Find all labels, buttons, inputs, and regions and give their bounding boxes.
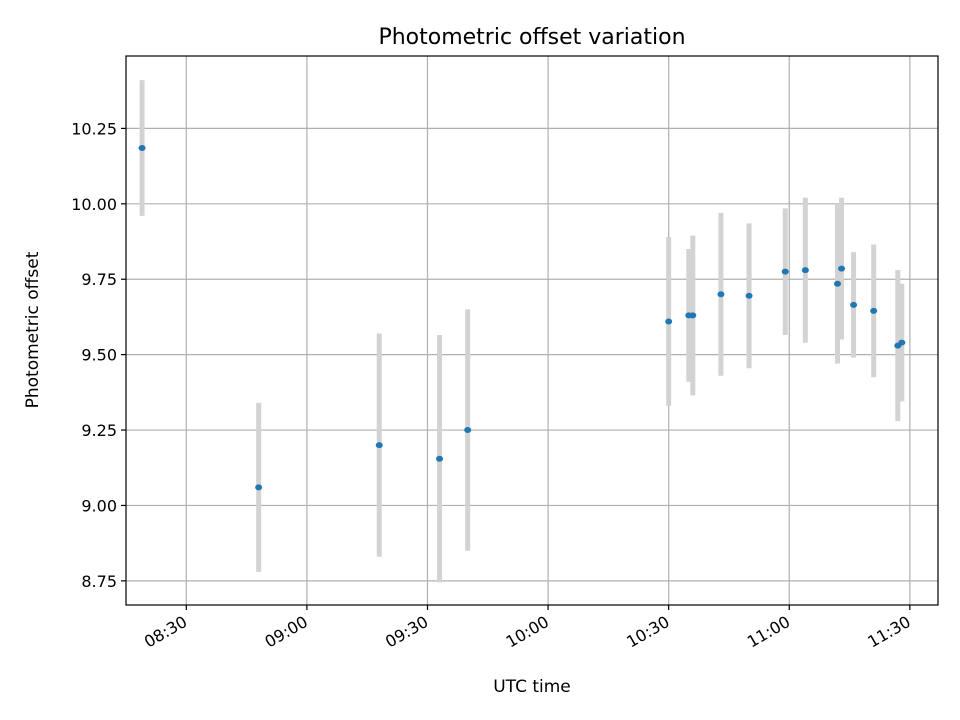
x-tick-label: 11:30 (864, 612, 913, 652)
data-point (801, 267, 809, 274)
y-tick-label: 10.00 (71, 195, 117, 214)
y-axis-label: Photometric offset (23, 251, 43, 408)
data-point (464, 427, 472, 434)
data-points (138, 145, 906, 491)
y-tick-label: 8.75 (81, 572, 117, 591)
data-point (781, 268, 789, 275)
x-tick-label: 10:00 (503, 612, 552, 652)
y-axis: 8.75 9.00 9.25 9.50 9.75 10.00 10.25 (71, 119, 126, 591)
x-tick-label: 09:00 (261, 612, 310, 652)
data-point (870, 307, 878, 314)
data-point (138, 145, 146, 152)
data-point (838, 265, 846, 272)
x-tick-label: 10:30 (623, 612, 672, 652)
data-point (717, 291, 725, 298)
data-point (689, 312, 697, 319)
y-tick-label: 9.00 (81, 496, 117, 515)
x-tick-label: 09:30 (382, 612, 431, 652)
data-point (898, 339, 906, 346)
x-axis: 08:30 09:00 09:30 10:00 10:30 11:00 11:30 (141, 605, 914, 652)
data-point (745, 292, 753, 299)
y-tick-label: 9.75 (81, 270, 117, 289)
y-tick-label: 9.25 (81, 421, 117, 440)
data-point (375, 442, 383, 449)
x-axis-label: UTC time (493, 677, 571, 697)
plot-area (126, 56, 938, 605)
data-point (834, 280, 842, 287)
data-point (255, 484, 263, 491)
data-point (665, 318, 673, 325)
data-point (436, 455, 444, 462)
data-point (850, 301, 858, 308)
y-tick-label: 10.25 (71, 119, 117, 138)
y-tick-label: 9.50 (81, 346, 117, 365)
x-tick-label: 11:00 (744, 612, 793, 652)
chart-title: Photometric offset variation (378, 25, 685, 50)
x-tick-label: 08:30 (141, 612, 190, 652)
plot-frame (125, 55, 939, 606)
